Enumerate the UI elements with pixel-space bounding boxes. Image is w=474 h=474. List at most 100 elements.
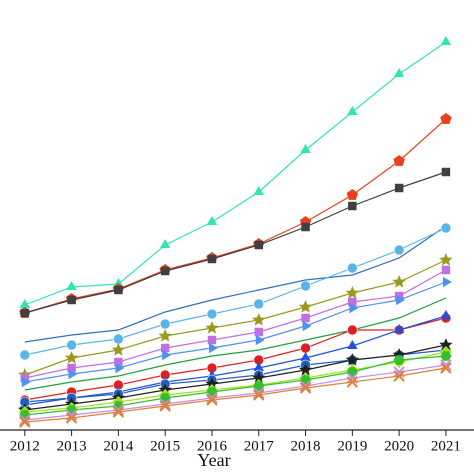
marker xyxy=(441,265,451,275)
marker xyxy=(252,313,266,326)
marker xyxy=(300,280,311,292)
marker xyxy=(253,381,265,391)
series-line xyxy=(24,344,447,411)
series-line xyxy=(24,297,447,391)
marker xyxy=(301,222,310,232)
series-line xyxy=(24,349,446,403)
marker xyxy=(392,275,406,288)
marker xyxy=(348,201,357,211)
marker xyxy=(253,362,264,371)
series-line xyxy=(24,118,447,314)
marker xyxy=(300,352,311,361)
x-tick-label: 2019 xyxy=(337,438,367,454)
marker xyxy=(160,266,170,276)
x-tick-label: 2017 xyxy=(244,438,275,454)
marker xyxy=(298,363,313,376)
marker xyxy=(440,362,452,374)
marker xyxy=(159,318,171,330)
marker xyxy=(66,281,77,290)
marker xyxy=(205,377,219,390)
marker xyxy=(300,342,311,354)
marker xyxy=(347,340,358,349)
marker xyxy=(207,335,217,345)
marker xyxy=(255,334,265,346)
series-line xyxy=(24,227,447,356)
marker xyxy=(346,189,359,200)
marker xyxy=(393,68,405,77)
series-line xyxy=(24,259,447,376)
marker xyxy=(206,392,218,404)
marker xyxy=(298,300,313,313)
marker xyxy=(394,183,404,193)
marker xyxy=(345,353,359,366)
marker xyxy=(160,343,170,353)
marker xyxy=(112,404,125,416)
series-line xyxy=(24,269,447,379)
x-tick-label: 2013 xyxy=(57,438,87,454)
marker xyxy=(159,398,171,410)
marker xyxy=(393,155,405,166)
marker xyxy=(114,285,123,295)
marker xyxy=(439,253,453,266)
marker xyxy=(441,167,451,177)
marker xyxy=(253,389,265,401)
marker xyxy=(347,262,358,274)
marker xyxy=(112,406,125,418)
marker xyxy=(439,338,453,351)
marker xyxy=(349,302,359,314)
marker xyxy=(254,240,264,250)
series-line xyxy=(24,355,446,416)
marker xyxy=(393,355,405,365)
marker xyxy=(20,308,30,318)
marker xyxy=(115,362,125,374)
marker xyxy=(205,321,219,334)
marker xyxy=(21,376,31,388)
marker xyxy=(206,308,218,320)
series-line xyxy=(24,171,447,314)
marker xyxy=(159,239,171,248)
marker xyxy=(19,299,30,308)
marker xyxy=(299,382,312,394)
x-tick-label: 2014 xyxy=(103,438,134,454)
x-tick-label: 2012 xyxy=(10,438,40,454)
marker xyxy=(19,416,31,428)
marker xyxy=(396,294,406,306)
marker xyxy=(440,351,452,361)
marker xyxy=(19,349,31,361)
marker xyxy=(68,368,78,380)
marker xyxy=(347,106,358,115)
marker xyxy=(113,333,124,345)
marker xyxy=(440,310,452,319)
marker xyxy=(253,387,265,399)
marker xyxy=(162,349,172,361)
marker xyxy=(300,144,311,153)
marker xyxy=(440,36,452,45)
marker xyxy=(254,327,264,337)
x-tick-label: 2016 xyxy=(197,438,228,454)
marker xyxy=(302,320,312,332)
marker xyxy=(253,186,264,195)
marker xyxy=(206,394,218,406)
series-line xyxy=(24,281,447,383)
marker xyxy=(345,286,359,299)
marker xyxy=(113,278,124,287)
marker xyxy=(299,380,312,392)
x-tick-label: 2020 xyxy=(384,438,414,454)
marker xyxy=(111,343,126,356)
x-tick-label: 2018 xyxy=(291,438,321,454)
series-line xyxy=(24,315,447,406)
series-line xyxy=(24,41,447,306)
series-line xyxy=(24,364,447,421)
marker xyxy=(159,400,171,412)
marker xyxy=(346,376,359,388)
series-line xyxy=(24,225,447,343)
series-line xyxy=(24,317,447,401)
marker xyxy=(206,216,218,225)
x-tick-label: 2021 xyxy=(431,438,461,454)
marker xyxy=(66,339,77,351)
x-tick-label: 2015 xyxy=(150,438,180,454)
marker xyxy=(393,370,405,382)
marker xyxy=(64,351,79,364)
series-line xyxy=(24,367,447,423)
